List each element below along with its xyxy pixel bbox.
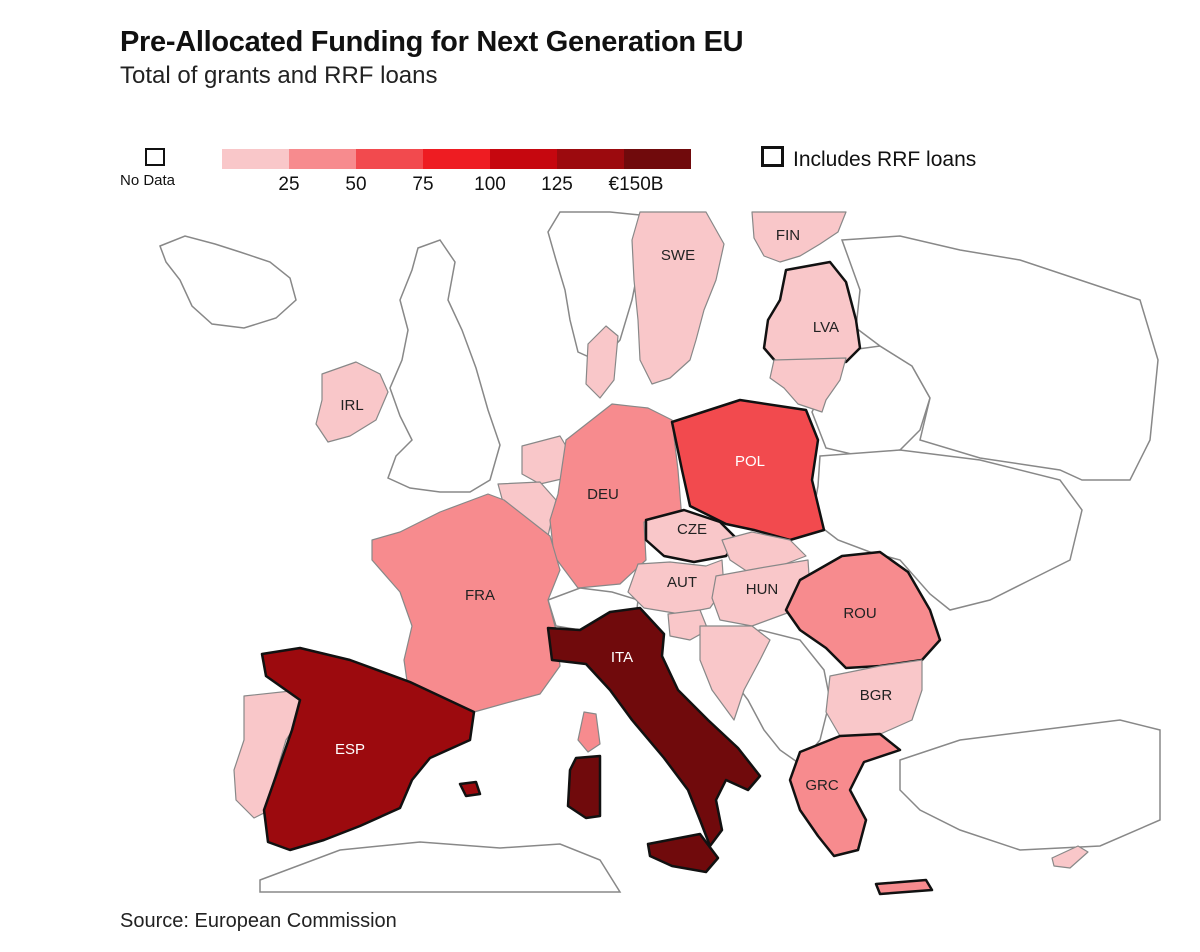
country-ita (546, 606, 762, 848)
country-label-pol: POL (735, 453, 765, 470)
scale-tick-label: 25 (278, 174, 300, 195)
country-pol (670, 398, 826, 542)
country-label-esp: ESP (335, 741, 365, 758)
country-svn (667, 609, 709, 641)
country-cze (644, 508, 740, 564)
country-label-deu: DEU (587, 486, 619, 503)
country-ita (566, 754, 602, 820)
country-bgr (825, 659, 923, 737)
source-note: Source: European Commission (120, 910, 397, 932)
country-esp (458, 780, 482, 798)
country-fin (751, 211, 847, 263)
country-fra (577, 711, 601, 753)
country-hrv (699, 625, 771, 721)
chart-title: Pre-Allocated Funding for Next Generatio… (120, 26, 744, 58)
country-esp (260, 646, 476, 852)
country-label-cze: CZE (677, 521, 707, 538)
country-label-irl: IRL (340, 397, 363, 414)
country-label-rou: ROU (843, 605, 876, 622)
scale-tick-label: 100 (474, 174, 506, 195)
scale-tick-label: 75 (412, 174, 434, 195)
country-swe (631, 211, 725, 385)
no-data-label: No Data (120, 172, 176, 189)
chart-subtitle: Total of grants and RRF loans (120, 62, 438, 89)
country-label-fra: FRA (465, 587, 495, 604)
country-cyp (1051, 845, 1089, 869)
country-lva (762, 260, 862, 364)
country-fra (371, 493, 561, 713)
color-scale (222, 149, 691, 169)
no-data-swatch (145, 148, 165, 166)
scale-tick-label: 125 (541, 174, 573, 195)
scale-swatch-4 (490, 149, 557, 169)
north-africa-shape (259, 841, 622, 893)
turkey-shape (899, 719, 1161, 851)
country-grc (874, 878, 934, 896)
country-deu (549, 403, 683, 589)
country-irl (315, 361, 389, 443)
country-svk (721, 531, 807, 573)
rrf-loans-label: Includes RRF loans (793, 148, 977, 171)
scale-tick-label: €150B (608, 174, 664, 195)
country-label-fin: FIN (776, 227, 800, 244)
country-label-bgr: BGR (860, 687, 893, 704)
iceland-shape (159, 235, 297, 329)
country-ita (646, 832, 720, 874)
country-grc (788, 732, 902, 858)
russia-shape (840, 235, 1159, 481)
color-scale-ticks: 25 50 75 100 125 €150B (222, 174, 702, 198)
country-label-ita: ITA (611, 649, 633, 666)
rrf-loans-swatch (761, 146, 784, 167)
great-britain-shape (387, 239, 501, 493)
country-dnk (585, 325, 619, 399)
scale-swatch-1 (289, 149, 356, 169)
country-label-lva: LVA (813, 319, 839, 336)
country-label-grc: GRC (805, 777, 839, 794)
scale-swatch-2 (356, 149, 423, 169)
europe-map: SWE FIN LVA IRL DEU POL CZE AUT HUN FRA … (159, 211, 1161, 896)
scale-tick-label: 50 (345, 174, 367, 195)
country-label-aut: AUT (667, 574, 697, 591)
country-label-swe: SWE (661, 247, 695, 264)
scale-swatch-3 (423, 149, 490, 169)
country-ltu (769, 357, 847, 413)
scale-swatch-6 (624, 149, 691, 169)
scale-swatch-0 (222, 149, 289, 169)
scale-swatch-5 (557, 149, 624, 169)
country-label-hun: HUN (746, 581, 779, 598)
